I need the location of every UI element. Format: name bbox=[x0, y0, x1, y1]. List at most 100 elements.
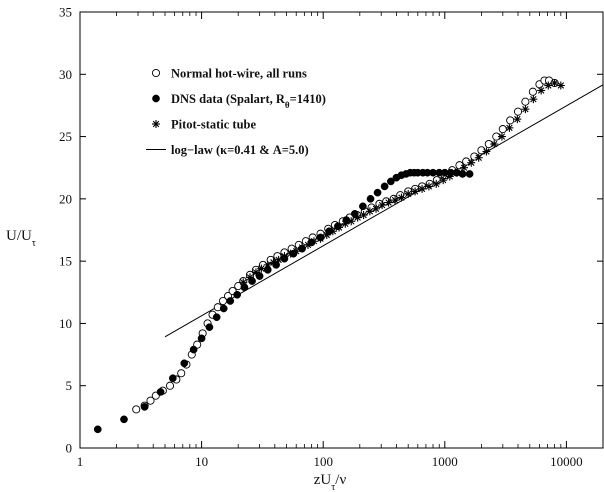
hot-wire-point bbox=[146, 396, 155, 405]
y-tick-label: 30 bbox=[59, 67, 72, 82]
pitot-point bbox=[411, 187, 420, 196]
dns-point bbox=[380, 182, 389, 191]
dns-point bbox=[386, 177, 395, 186]
hot-wire-point bbox=[455, 161, 464, 170]
legend-marker bbox=[152, 94, 160, 103]
legend-log-law: log−law (κ=0.41 & A=5.0) bbox=[146, 143, 309, 157]
dns-point bbox=[156, 388, 165, 396]
dns-point bbox=[140, 403, 149, 411]
pitot-point bbox=[445, 172, 454, 181]
pitot-point bbox=[482, 147, 491, 156]
y-tick-label: 10 bbox=[59, 316, 72, 331]
pitot-point bbox=[397, 193, 406, 202]
pitot-point bbox=[372, 204, 381, 213]
dns-point bbox=[168, 374, 177, 383]
dns-point bbox=[120, 415, 128, 424]
y-tick-label: 15 bbox=[59, 254, 72, 269]
legend-marker bbox=[152, 120, 160, 128]
pitot-point bbox=[439, 176, 448, 185]
hot-wire-point bbox=[528, 87, 537, 96]
pitot-point bbox=[239, 278, 248, 287]
pitot-point bbox=[292, 247, 301, 256]
pitot-point bbox=[257, 264, 266, 273]
tick-marks bbox=[79, 11, 604, 449]
hot-wire-point bbox=[165, 381, 175, 390]
pitot-point bbox=[365, 207, 374, 216]
legend-hot-wire: Normal hot-wire, all runs bbox=[151, 67, 307, 81]
pitot-point bbox=[341, 219, 350, 228]
pitot-point bbox=[391, 196, 400, 205]
pitot-point bbox=[474, 153, 483, 162]
pitot-point bbox=[497, 132, 506, 141]
y-axis-label: U/Uτ bbox=[6, 228, 36, 249]
dns-point bbox=[373, 188, 382, 197]
pitot-point bbox=[347, 217, 356, 226]
pitot-point bbox=[424, 182, 433, 191]
dns-point bbox=[366, 195, 375, 203]
pitot-point bbox=[550, 79, 559, 88]
pitot-point bbox=[274, 255, 283, 264]
pitot-point bbox=[280, 252, 289, 261]
dns-point bbox=[359, 202, 367, 211]
y-tick-label: 5 bbox=[66, 378, 73, 393]
x-tick-label: 10 bbox=[195, 454, 208, 469]
hot-wire-point bbox=[177, 369, 186, 378]
pitot-point bbox=[513, 115, 522, 124]
pitot-point bbox=[304, 240, 313, 249]
pitot-point bbox=[378, 201, 387, 210]
dns-point bbox=[93, 425, 102, 434]
pitot-point bbox=[521, 105, 530, 114]
dns-point bbox=[197, 334, 206, 343]
pitot-point bbox=[328, 227, 337, 236]
pitot-point bbox=[432, 179, 441, 188]
pitot-point bbox=[335, 223, 344, 232]
pitot-point bbox=[359, 211, 368, 220]
legend-label: log−law (κ=0.41 & A=5.0) bbox=[171, 143, 309, 157]
pitot-point bbox=[505, 123, 514, 132]
pitot-point bbox=[467, 158, 476, 167]
y-tick-label: 35 bbox=[59, 5, 72, 20]
plot-area bbox=[79, 11, 604, 449]
x-tick-label: 10000 bbox=[550, 454, 583, 469]
legend-label: Pitot-static tube bbox=[171, 118, 256, 132]
legend: Normal hot-wire, all runs DNS data (Spala… bbox=[146, 67, 326, 157]
pitot-point bbox=[353, 213, 362, 222]
dns-point bbox=[205, 323, 214, 332]
pitot-point bbox=[384, 198, 393, 207]
dns-point bbox=[180, 359, 189, 368]
dns-point bbox=[226, 297, 235, 305]
x-axis-label: zUτ/ν bbox=[314, 472, 347, 492]
pitot-point bbox=[537, 86, 546, 95]
y-tick-label: 20 bbox=[59, 191, 72, 206]
pitot-point bbox=[298, 243, 307, 252]
hot-wire-point bbox=[477, 146, 486, 155]
pitot-point bbox=[418, 184, 427, 193]
x-tick-label: 100 bbox=[313, 454, 333, 469]
pitot-point bbox=[316, 234, 325, 243]
pitot-point bbox=[453, 168, 462, 177]
x-tick-label: 1000 bbox=[432, 454, 458, 469]
pitot-point bbox=[251, 268, 260, 277]
pitot-point bbox=[529, 95, 538, 104]
legend-dns: DNS data (Spalart, Rθ=1410) bbox=[152, 92, 326, 110]
data-marks bbox=[93, 76, 565, 434]
dns-point bbox=[212, 313, 221, 322]
dns-point bbox=[465, 170, 474, 178]
hot-wire-point bbox=[506, 116, 515, 125]
dns-point bbox=[458, 170, 467, 178]
y-tick-label: 25 bbox=[59, 129, 72, 144]
dns-point bbox=[240, 283, 249, 292]
y-tick-label: 0 bbox=[66, 441, 73, 456]
hot-wire-point bbox=[521, 97, 530, 106]
dns-point bbox=[233, 290, 241, 299]
pitot-point bbox=[309, 237, 318, 246]
tick-labels: 0 5 10 15 20 25 30 35 1 10 100 1000 10000 bbox=[59, 5, 583, 470]
legend-pitot: Pitot-static tube bbox=[152, 118, 256, 132]
legend-marker bbox=[151, 68, 161, 78]
pitot-point bbox=[544, 81, 553, 90]
legend-label: Normal hot-wire, all runs bbox=[171, 67, 307, 81]
pitot-point bbox=[556, 81, 565, 90]
pitot-point bbox=[245, 273, 254, 282]
dns-point bbox=[189, 345, 198, 354]
